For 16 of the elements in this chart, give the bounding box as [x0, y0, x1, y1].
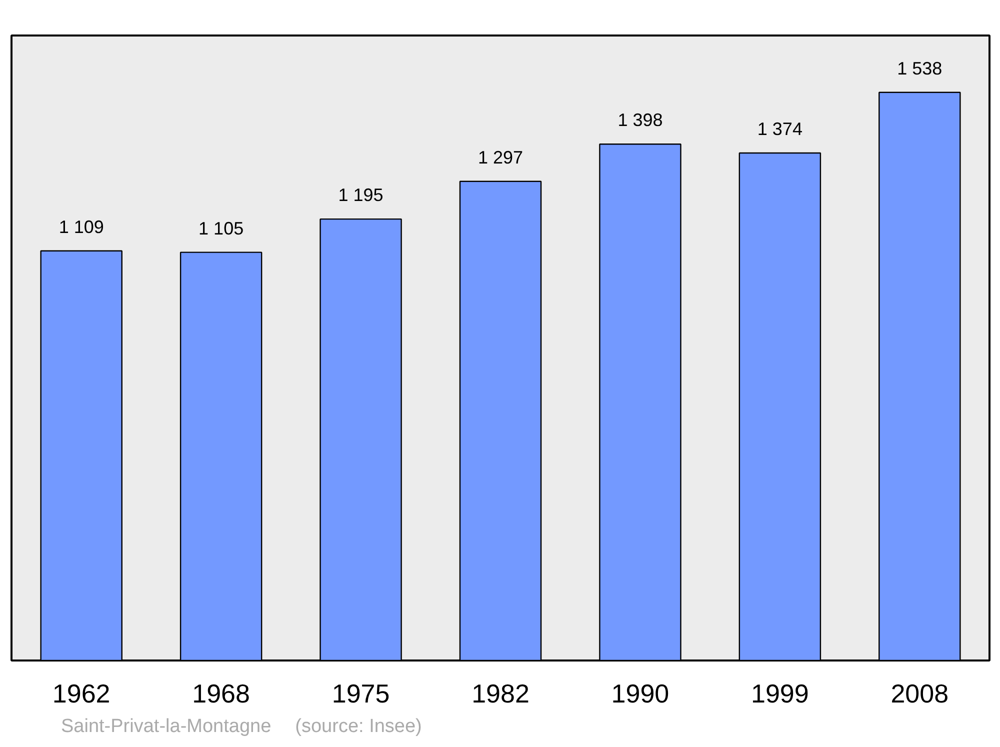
x-tick-label: 2008 — [890, 678, 949, 708]
x-tick-label: 1968 — [192, 678, 250, 708]
data-label: 1 398 — [618, 110, 663, 130]
x-tick-label: 1990 — [611, 678, 670, 708]
x-tick-label: 1975 — [332, 678, 390, 708]
text: Saint-Privat-la-Montagne — [61, 716, 272, 737]
data-label: 1 297 — [478, 147, 524, 168]
data-label: 1 195 — [338, 185, 384, 206]
data-label: 1 105 — [198, 218, 244, 238]
data-label: 1 538 — [897, 58, 942, 78]
data-label: 1 374 — [757, 118, 802, 139]
x-tick-label: 1982 — [472, 678, 530, 708]
x-tick-label: 1962 — [52, 678, 110, 708]
text: (source: Insee) — [295, 716, 422, 737]
x-tick-label: 1999 — [751, 678, 809, 708]
data-label: 1 109 — [58, 216, 104, 237]
